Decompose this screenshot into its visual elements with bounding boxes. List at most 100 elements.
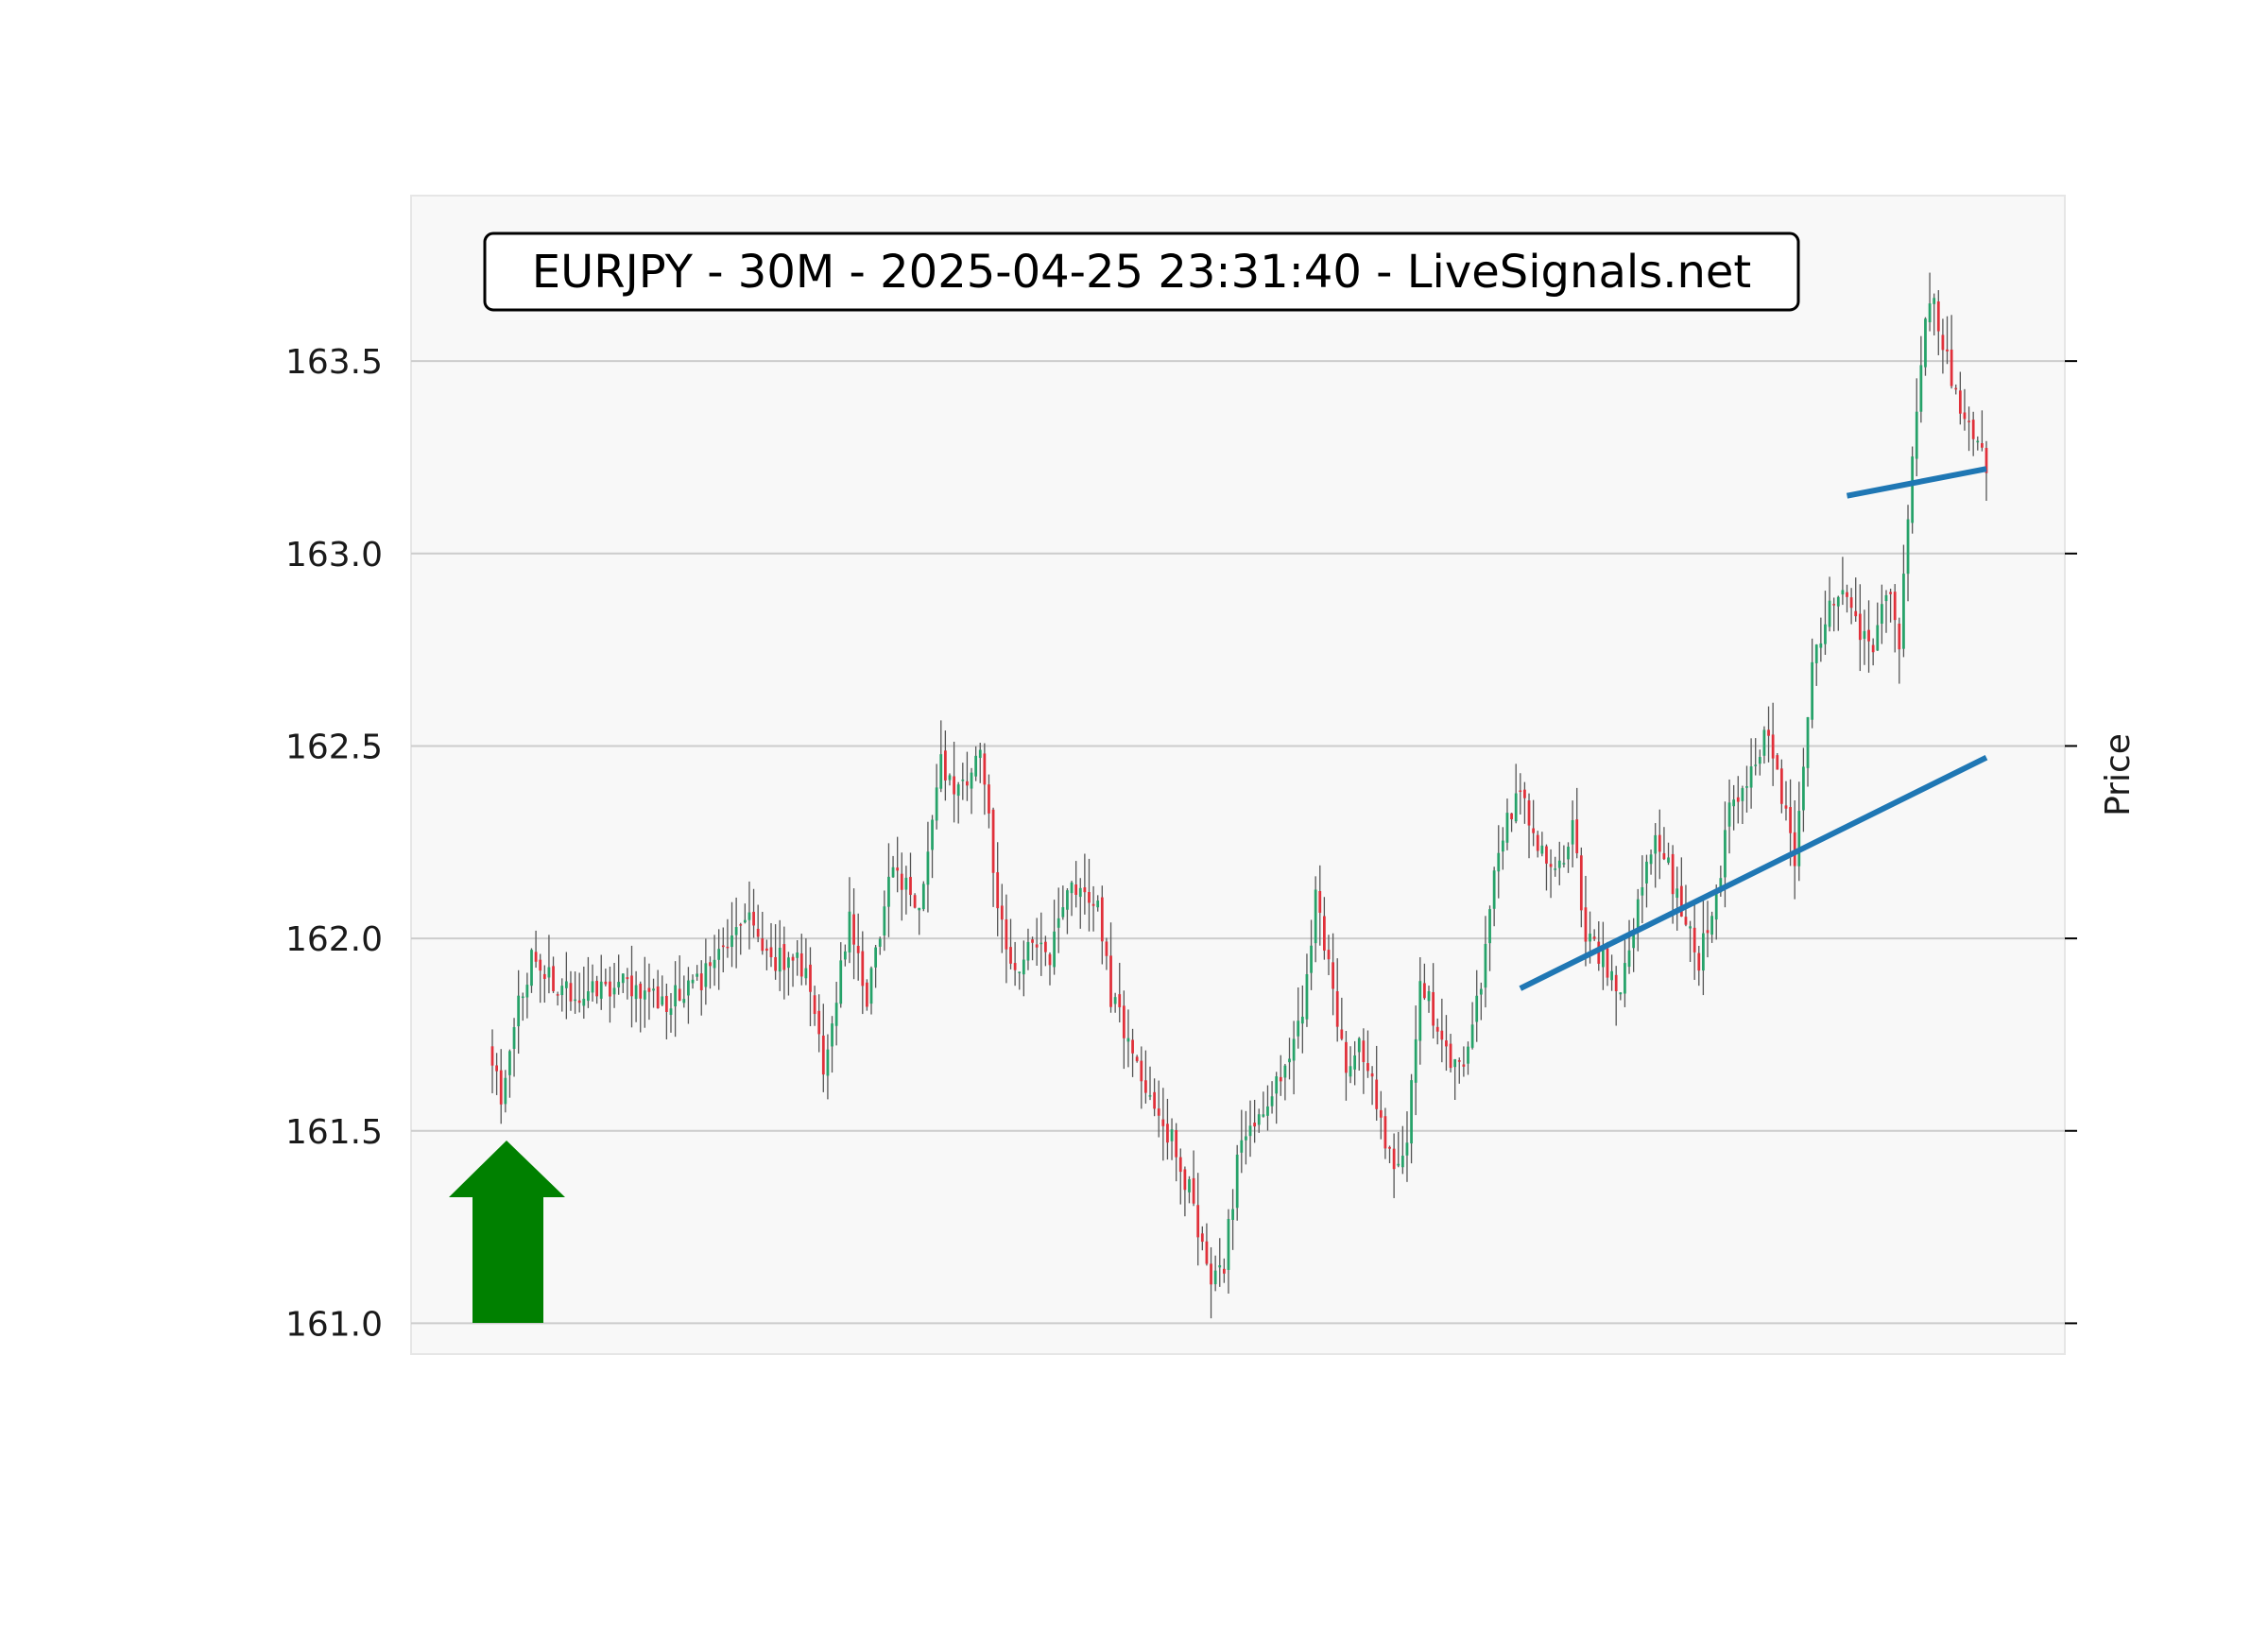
candle-body <box>687 980 690 996</box>
candle-body <box>652 988 655 991</box>
candle-body <box>1806 717 1810 768</box>
candle-body <box>909 877 912 896</box>
candle-body <box>634 985 638 1000</box>
candle-body <box>970 772 973 789</box>
candle-body <box>612 987 616 995</box>
candle-body <box>1383 1116 1387 1149</box>
candle-body <box>1175 1129 1178 1158</box>
candles <box>490 272 1988 1319</box>
candle-body <box>1649 854 1653 865</box>
candle-body <box>821 1035 825 1075</box>
candle-body <box>1357 1038 1361 1053</box>
candle-body <box>1375 1079 1379 1109</box>
candle-body <box>1624 963 1626 994</box>
candle-body <box>978 749 982 759</box>
candle-body <box>1427 991 1431 1002</box>
trendline <box>1846 466 1987 499</box>
candle-body <box>1532 828 1536 833</box>
candle-body <box>1327 950 1331 960</box>
candle-body <box>547 967 551 978</box>
candle-body <box>739 924 743 926</box>
candle-body <box>1362 1040 1366 1062</box>
candle-body <box>504 1077 507 1105</box>
candle-body <box>1279 1076 1282 1082</box>
candle-body <box>1475 995 1479 1022</box>
candle-body <box>569 983 573 1002</box>
candle-body <box>699 973 703 990</box>
candle-body <box>1153 1091 1157 1109</box>
candle-body <box>1893 592 1897 621</box>
candle-body <box>939 754 943 789</box>
candle-body <box>609 981 611 997</box>
candle-body <box>1849 597 1853 609</box>
candle-body <box>1418 981 1422 1041</box>
candle-body <box>1776 755 1779 770</box>
candle-body <box>1636 899 1640 931</box>
candle-body <box>530 950 533 987</box>
candle-body <box>552 966 555 991</box>
y-tick-label: 162.0 <box>285 920 383 959</box>
candle-body <box>1161 1119 1165 1126</box>
candle-body <box>1297 1021 1300 1037</box>
candle-body <box>1048 953 1052 966</box>
candle-body <box>1423 983 1426 999</box>
candle-body <box>1976 440 1980 443</box>
candle-body <box>1667 857 1670 863</box>
candle-body <box>1257 1114 1261 1125</box>
candle-body <box>1758 757 1761 764</box>
candle-body <box>1706 930 1710 934</box>
candle-body <box>1000 905 1004 920</box>
candle-body <box>678 988 681 1002</box>
candle-body <box>831 1023 833 1047</box>
candle-body <box>1771 734 1775 759</box>
candle-body <box>1784 805 1788 809</box>
candle-body <box>1322 916 1326 951</box>
candle-body <box>1405 1142 1409 1156</box>
candle-body <box>1345 1041 1348 1073</box>
candle-body <box>1088 892 1091 903</box>
candle-body <box>1762 729 1766 756</box>
candle-body <box>1902 574 1905 649</box>
candle-body <box>1288 1058 1291 1063</box>
candle-body <box>826 1049 830 1076</box>
candle-body <box>1819 643 1823 648</box>
candle-body <box>1144 1080 1147 1093</box>
candle-body <box>948 775 952 781</box>
candle-body <box>1858 613 1862 641</box>
candle-body <box>1044 941 1047 952</box>
candle-body <box>1898 623 1901 650</box>
candle-body <box>817 1010 821 1035</box>
candle-body <box>1449 1043 1452 1069</box>
candle-body <box>843 951 847 960</box>
candle-body <box>1100 897 1104 942</box>
candle-body <box>796 952 799 958</box>
candle-body <box>1889 592 1892 594</box>
candle-body <box>913 895 917 908</box>
candle-body <box>1310 945 1313 973</box>
candle-body <box>1222 1268 1226 1274</box>
candle-body <box>1954 387 1958 390</box>
candle-body <box>1183 1169 1187 1191</box>
candle-body <box>809 964 812 992</box>
trendline <box>1519 754 1988 991</box>
candle-body <box>996 872 1000 909</box>
candle-body <box>1767 729 1770 736</box>
candle-body <box>1702 933 1705 971</box>
candle-body <box>1091 903 1095 906</box>
candle-body <box>1933 298 1936 304</box>
candle-body <box>1349 1066 1352 1077</box>
candle-body <box>621 973 625 984</box>
candle-body <box>1971 420 1975 439</box>
candle-body <box>539 959 542 971</box>
candle-body <box>1240 1140 1244 1153</box>
candle-body <box>1018 971 1022 973</box>
candle-body <box>1789 807 1792 833</box>
candle-body <box>691 979 695 984</box>
candle-body <box>1231 1209 1234 1221</box>
candle-body <box>1445 1040 1448 1047</box>
candle-body <box>656 986 660 1009</box>
candle-body <box>1218 1265 1222 1268</box>
candle-body <box>647 987 651 992</box>
candle-body <box>1824 624 1827 644</box>
candle-body <box>1779 768 1783 804</box>
